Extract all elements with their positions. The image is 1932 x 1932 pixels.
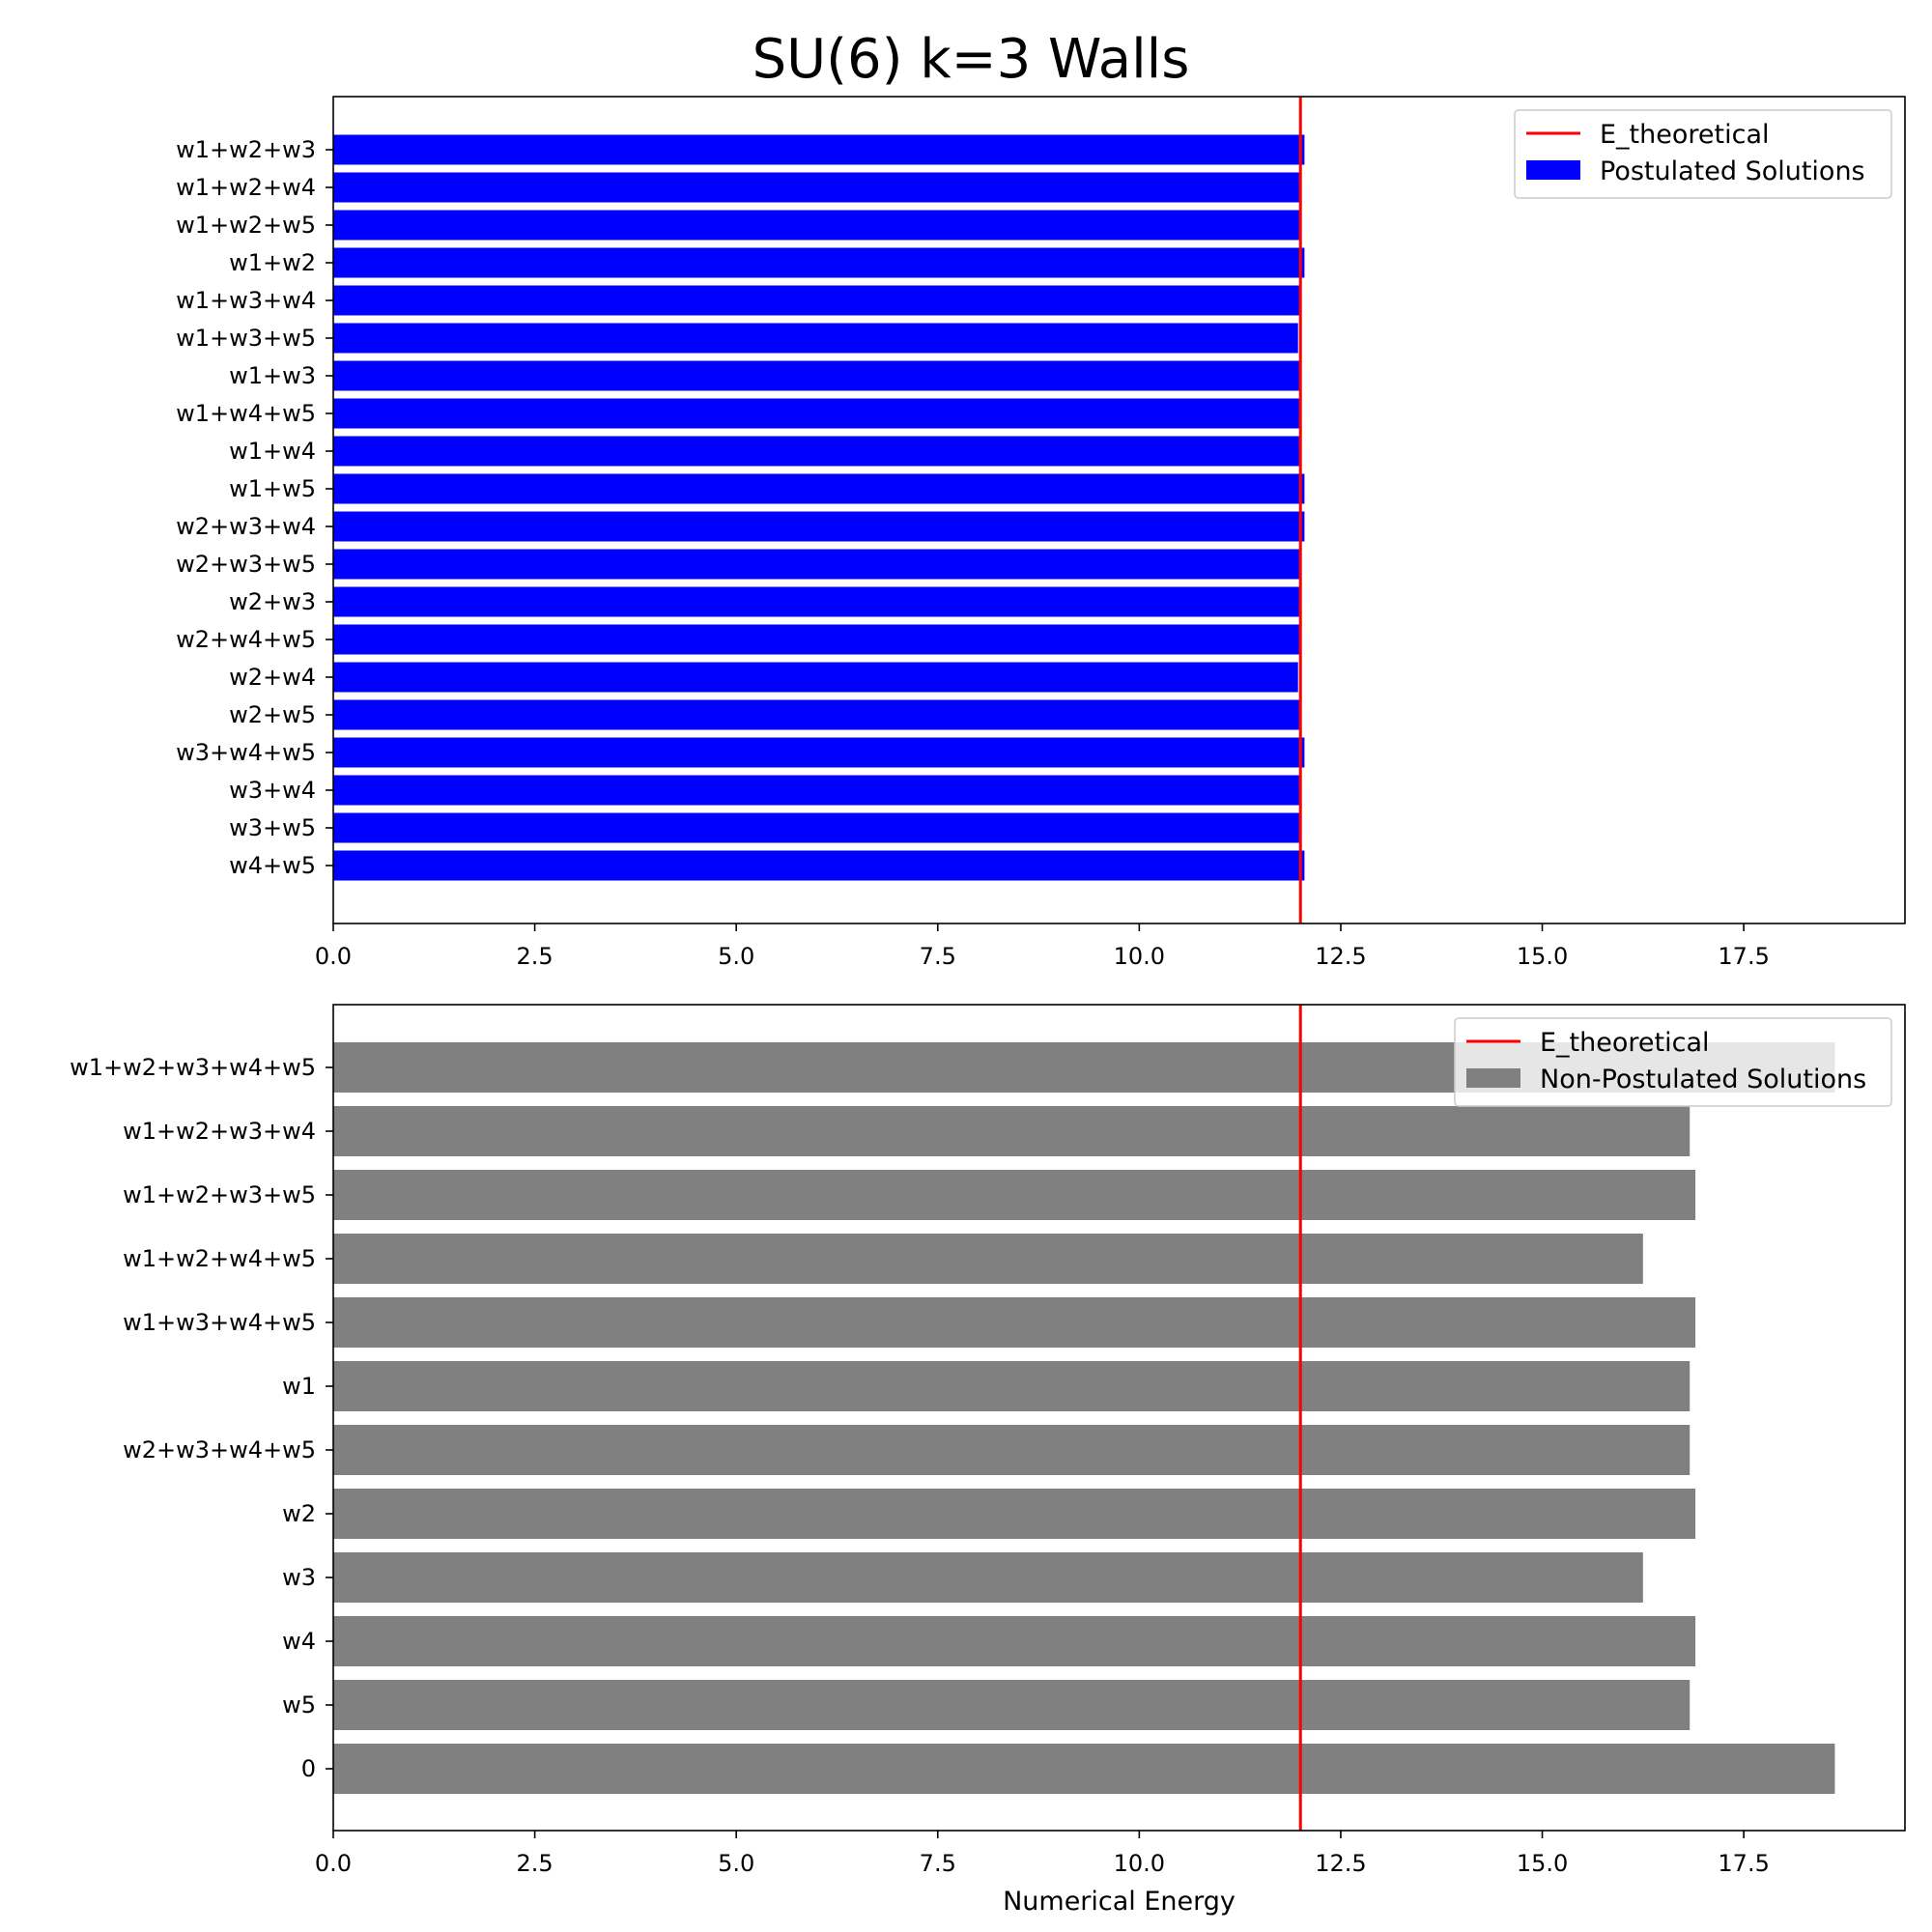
x-axis-label: Numerical Energy <box>1003 1887 1236 1917</box>
bar-w2+w3+w4+w5 <box>333 1425 1690 1475</box>
bar-w1+w3 <box>333 360 1301 391</box>
bar-w3+w4 <box>333 775 1301 806</box>
category-label-w1+w3+w5: w1+w3+w5 <box>176 325 316 352</box>
x-tick-label-4: 10.0 <box>1114 943 1165 970</box>
postulated-solutions-panel: w1+w2+w3 w1+w2+w4 w1+w2+w5 w1+w2 w1+w3+w4 w1+… <box>176 96 1906 970</box>
axes-frame <box>332 1004 1906 1832</box>
category-label-w3+w4: w3+w4 <box>229 777 316 804</box>
x-tick-label-5: 12.5 <box>1315 943 1366 970</box>
bar-w1+w2+w4+w5 <box>333 1234 1643 1284</box>
category-label-w1+w4: w1+w4 <box>229 438 316 465</box>
category-label-w5: w5 <box>282 1691 316 1719</box>
legend-bar-swatch <box>1526 160 1580 180</box>
category-label-w2+w3+w4: w2+w3+w4 <box>176 513 316 540</box>
bar-w2+w4+w5 <box>333 624 1301 655</box>
bar-w1+w4+w5 <box>333 398 1301 429</box>
category-label-w3: w3 <box>282 1564 316 1591</box>
category-label-w2+w4+w5: w2+w4+w5 <box>176 626 316 653</box>
category-label-w1+w2+w3+w4: w1+w2+w3+w4 <box>123 1118 316 1145</box>
x-tick-label-6: 15.0 <box>1517 943 1568 970</box>
bar-w2+w4 <box>333 662 1298 693</box>
bar-w3 <box>333 1552 1643 1603</box>
category-label-w1+w4+w5: w1+w4+w5 <box>176 400 316 427</box>
category-label-w4: w4 <box>282 1628 316 1655</box>
x-tick-label-1: 2.5 <box>517 1850 554 1877</box>
legend-label-series: Postulated Solutions <box>1600 156 1865 186</box>
bar-w1+w2+w5 <box>333 210 1301 241</box>
category-label-w1+w3: w1+w3 <box>229 362 316 389</box>
bar-w2+w3+w4 <box>333 511 1305 542</box>
category-label-w1+w2+w3+w4+w5: w1+w2+w3+w4+w5 <box>70 1054 316 1081</box>
legend-box <box>1454 1017 1892 1107</box>
bar-w3+w4+w5 <box>333 737 1305 768</box>
legend-label-reference: E_theoretical <box>1600 120 1770 150</box>
x-tick-label-7: 17.5 <box>1718 943 1769 970</box>
bar-w2+w5 <box>333 699 1301 730</box>
category-label-w3+w5: w3+w5 <box>229 814 316 841</box>
bar-w4+w5 <box>333 850 1305 881</box>
bar-w1+w4 <box>333 436 1301 467</box>
bar-w1+w3+w4+w5 <box>333 1297 1696 1348</box>
category-label-w1+w2+w3+w5: w1+w2+w3+w5 <box>123 1181 316 1208</box>
category-label-w2: w2 <box>282 1500 316 1527</box>
x-tick-label-7: 17.5 <box>1718 1850 1769 1877</box>
bar-w2 <box>333 1489 1696 1539</box>
x-tick-label-0: 0.0 <box>315 1850 352 1877</box>
figure-title: SU(6) k=3 Walls <box>753 28 1190 91</box>
category-label-w2+w3: w2+w3 <box>229 588 316 615</box>
bar-w2+w3 <box>333 586 1301 617</box>
legend-label-series: Non-Postulated Solutions <box>1540 1065 1866 1094</box>
category-label-w1+w3+w4: w1+w3+w4 <box>176 287 316 314</box>
category-label-w1+w3+w4+w5: w1+w3+w4+w5 <box>123 1309 316 1336</box>
x-tick-label-1: 2.5 <box>517 943 554 970</box>
bar-w4 <box>333 1616 1696 1666</box>
category-label-0: 0 <box>301 1755 316 1782</box>
x-tick-label-3: 7.5 <box>920 1850 956 1877</box>
category-label-w2+w3+w5: w2+w3+w5 <box>176 551 316 578</box>
bar-w3+w5 <box>333 812 1301 843</box>
x-tick-label-6: 15.0 <box>1517 1850 1568 1877</box>
category-label-w1+w2: w1+w2 <box>229 249 316 276</box>
x-tick-label-3: 7.5 <box>920 943 956 970</box>
category-label-w2+w3+w4+w5: w2+w3+w4+w5 <box>123 1436 316 1463</box>
x-tick-label-2: 5.0 <box>718 943 754 970</box>
category-label-w1+w5: w1+w5 <box>229 475 316 502</box>
category-label-w1+w2+w3: w1+w2+w3 <box>176 136 316 163</box>
category-label-w1: w1 <box>282 1373 316 1400</box>
bar-0 <box>333 1744 1835 1794</box>
bar-w1+w2+w4 <box>333 172 1301 203</box>
category-label-w2+w4: w2+w4 <box>229 664 316 691</box>
legend-box <box>1514 109 1892 199</box>
bar-w1+w3+w4 <box>333 285 1301 316</box>
x-tick-label-5: 12.5 <box>1315 1850 1366 1877</box>
category-label-w1+w2+w5: w1+w2+w5 <box>176 212 316 239</box>
bar-w1+w2+w3 <box>333 134 1305 165</box>
bar-w1+w2 <box>333 247 1305 278</box>
x-tick-label-4: 10.0 <box>1114 1850 1165 1877</box>
bar-w1 <box>333 1361 1690 1411</box>
bar-w1+w5 <box>333 473 1305 504</box>
bar-w1+w2+w3+w5 <box>333 1170 1696 1220</box>
bar-w1+w2+w3+w4 <box>333 1106 1690 1156</box>
bar-w2+w3+w5 <box>333 549 1301 580</box>
non-postulated-solutions-panel: w1+w2+w3+w4+w5 w1+w2+w3+w4 w1+w2+w3+w5 w1+w… <box>70 1004 1906 1917</box>
category-label-w3+w4+w5: w3+w4+w5 <box>176 739 316 766</box>
bar-w5 <box>333 1680 1690 1730</box>
x-tick-label-0: 0.0 <box>315 943 352 970</box>
legend-bar-swatch <box>1466 1068 1520 1088</box>
category-label-w4+w5: w4+w5 <box>229 852 316 879</box>
category-label-w2+w5: w2+w5 <box>229 701 316 728</box>
axes-frame <box>332 96 1906 924</box>
x-tick-label-2: 5.0 <box>718 1850 754 1877</box>
category-label-w1+w2+w4+w5: w1+w2+w4+w5 <box>123 1245 316 1272</box>
bar-w1+w3+w5 <box>333 323 1298 354</box>
legend-label-reference: E_theoretical <box>1540 1028 1710 1058</box>
category-label-w1+w2+w4: w1+w2+w4 <box>176 174 316 201</box>
